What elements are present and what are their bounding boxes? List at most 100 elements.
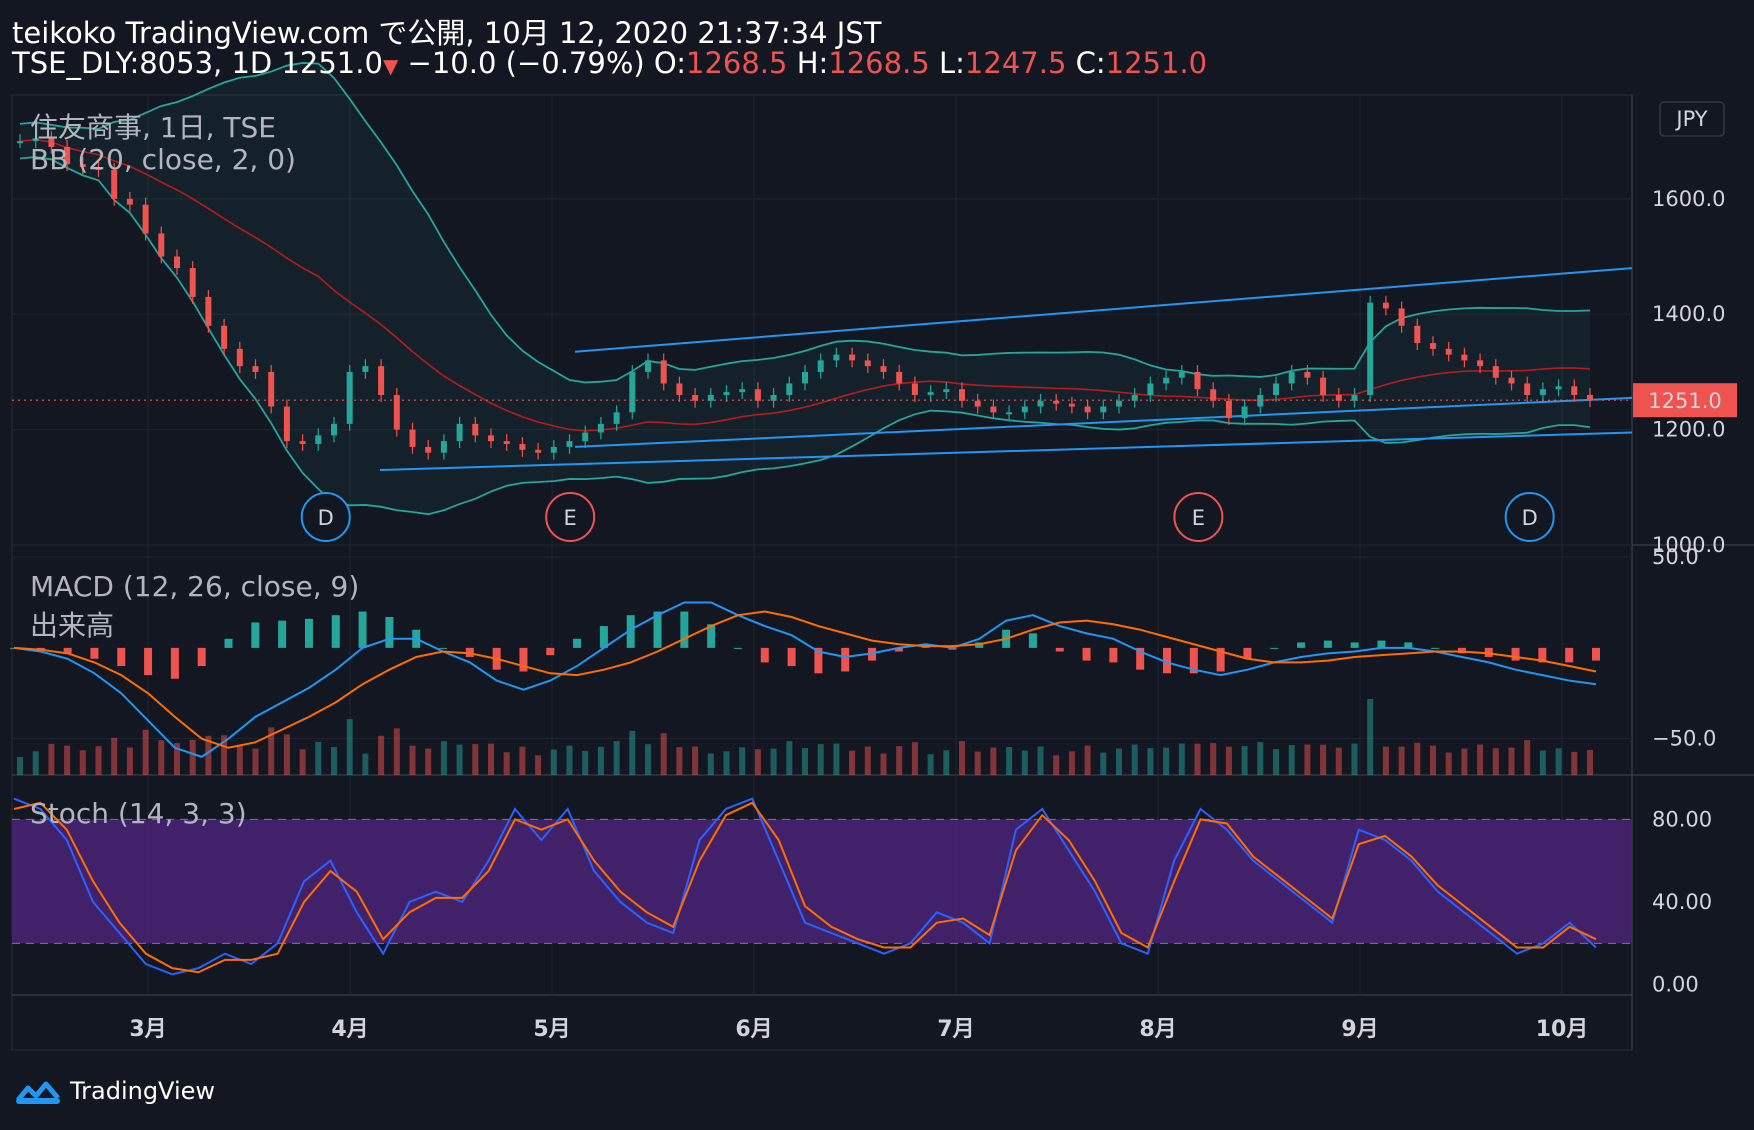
- candle-body: [974, 400, 981, 407]
- bb-legend[interactable]: BB (20, close, 2, 0): [30, 143, 296, 176]
- macd-histogram-bar: [1323, 640, 1332, 648]
- candle-body: [331, 423, 337, 436]
- volume-bar: [550, 749, 557, 775]
- volume-bar: [660, 733, 667, 775]
- volume-bar: [79, 750, 86, 775]
- volume-bar: [692, 746, 699, 775]
- volume-bar: [880, 753, 887, 775]
- volume-bar: [1131, 744, 1138, 775]
- candle-body: [64, 146, 71, 165]
- candle-body: [550, 446, 557, 453]
- candle-body: [1461, 354, 1468, 361]
- candle-body: [472, 423, 479, 436]
- volume-bar: [582, 750, 589, 775]
- volume-legend[interactable]: 出来高: [30, 609, 115, 642]
- macd-histogram-bar: [385, 617, 394, 648]
- candle-body: [1006, 412, 1013, 415]
- high-value: 1268.5: [828, 46, 930, 80]
- volume-bar: [503, 752, 510, 775]
- event-marker-label: D: [1522, 506, 1538, 530]
- candle-body: [833, 354, 840, 361]
- stoch-d-line: [13, 801, 1597, 974]
- volume-bar: [1037, 746, 1044, 775]
- volume-bar: [943, 750, 950, 775]
- volume-bar: [927, 754, 934, 775]
- candle-body: [1147, 383, 1154, 395]
- event-marker-label: D: [318, 506, 334, 530]
- volume-bar: [1414, 742, 1421, 775]
- volume-bar: [1257, 742, 1264, 775]
- volume-bar: [126, 747, 133, 775]
- candle-body: [79, 164, 86, 168]
- dividend-event-marker: [300, 492, 351, 542]
- volume-bar: [393, 728, 400, 775]
- candle-body: [754, 389, 761, 401]
- volume-bar: [205, 735, 212, 775]
- publish-info: teikoko TradingView.com で公開, 10月 12, 202…: [12, 10, 881, 52]
- volume-bar: [1539, 750, 1546, 775]
- volume-bar: [142, 729, 149, 775]
- macd-histogram-bar: [680, 611, 689, 648]
- volume-bar: [786, 741, 793, 775]
- volume-bar: [1461, 748, 1468, 775]
- stoch-legend[interactable]: Stoch (14, 3, 3): [30, 797, 247, 830]
- candle-body: [943, 389, 950, 393]
- volume-bar: [1210, 743, 1217, 775]
- volume-bar: [111, 737, 118, 775]
- candle-body: [629, 371, 636, 413]
- volume-bar: [283, 734, 290, 775]
- volume-bar: [723, 751, 730, 775]
- candle-body: [1194, 371, 1201, 390]
- candle-body: [1225, 400, 1232, 419]
- volume-bar: [911, 742, 918, 775]
- macd-histogram-bar: [1377, 640, 1386, 648]
- macd-histogram-bar: [251, 622, 260, 648]
- candle-body: [1304, 371, 1311, 378]
- down-arrow-icon: ▼: [382, 54, 399, 78]
- macd-histogram-bar: [519, 647, 528, 672]
- volume-bar: [32, 751, 39, 775]
- volume-bar: [1021, 750, 1028, 775]
- open-value: 1268.5: [686, 46, 788, 80]
- change-text: −10.0 (−0.79%): [407, 46, 645, 80]
- tradingview-logo[interactable]: TradingView: [14, 1076, 215, 1106]
- volume-bar: [488, 743, 494, 775]
- candle-body: [142, 204, 149, 234]
- volume-bar: [1477, 744, 1484, 775]
- volume-bar: [252, 748, 259, 775]
- macd-histogram-bar: [707, 624, 716, 648]
- candle-body: [126, 198, 133, 205]
- volume-bar: [456, 744, 463, 775]
- candle-body: [1414, 325, 1421, 344]
- candle-body: [1288, 371, 1295, 384]
- macd-histogram-bar: [760, 647, 769, 663]
- volume-bar: [1351, 743, 1358, 775]
- candle-body: [1053, 400, 1060, 404]
- volume-bar: [64, 745, 71, 775]
- volume-bar: [17, 757, 23, 775]
- currency-badge: [1659, 101, 1725, 137]
- volume-bar: [707, 753, 714, 775]
- candle-body: [488, 435, 494, 442]
- macd-legend[interactable]: MACD (12, 26, close, 9): [30, 570, 360, 603]
- volume-bar: [597, 746, 604, 775]
- bb-upper-line: [19, 62, 1591, 384]
- volume-bar: [629, 730, 636, 775]
- macd-histogram-bar: [733, 647, 742, 649]
- macd-histogram-bar: [358, 611, 367, 648]
- tradingview-cloud-icon: [16, 1081, 60, 1104]
- channel-mid-trendline: [574, 396, 1633, 448]
- bb-lower-line: [19, 156, 1591, 516]
- volume-bar: [268, 727, 275, 775]
- candle-body: [189, 268, 196, 297]
- macd-histogram-bar: [626, 615, 635, 648]
- price-tick-label: 1200.0: [1652, 418, 1725, 442]
- dividend-event-marker: [1504, 492, 1555, 542]
- volume-bar: [1492, 748, 1499, 775]
- candle-body: [582, 432, 589, 442]
- ohlc-header: TSE_DLY:8053, 1D 1251.0▼ −10.0 (−0.79%) …: [12, 46, 1207, 80]
- candle-body: [1524, 383, 1531, 395]
- volume-bar: [1367, 699, 1374, 775]
- x-tick-label: 3月: [129, 1017, 166, 1042]
- macd-histogram-bar: [439, 647, 448, 649]
